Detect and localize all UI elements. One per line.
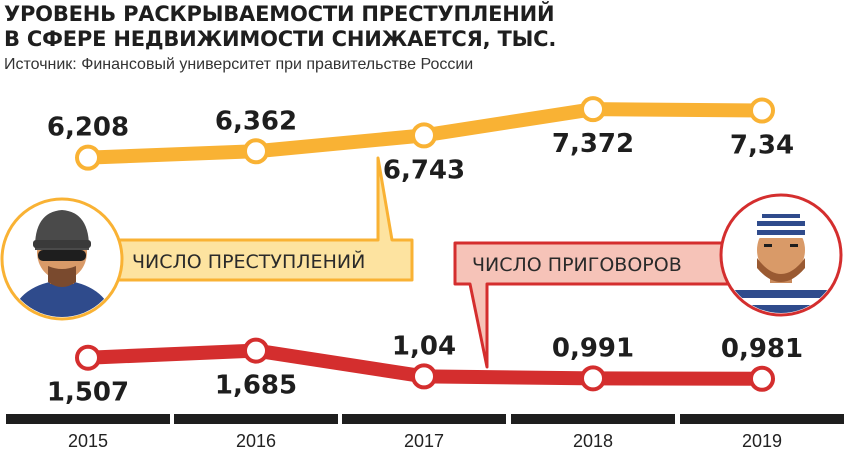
series-0: 6,208 6,362 6,743 7,372 7,34 — [47, 96, 794, 185]
chart-title-line-1: УРОВЕНЬ РАСКРЫВАЕМОСТИ ПРЕСТУПЛЕНИЙ — [4, 2, 555, 26]
data-label: 1,04 — [392, 331, 456, 361]
x-tick-label: 2015 — [68, 431, 108, 451]
axis-segment — [511, 414, 675, 424]
data-point — [580, 365, 606, 392]
series-layer: 6,208 6,362 6,743 7,372 7,34 1,507 1,685 1,04 0,… — [47, 96, 803, 408]
data-point — [75, 144, 101, 171]
callout-verdicts-label: ЧИСЛО ПРИГОВОРОВ — [472, 254, 682, 276]
x-axis: 2015 2016 2017 2018 2019 — [6, 414, 844, 451]
x-tick-label: 2016 — [236, 431, 276, 451]
masked-burglar-icon — [0, 197, 124, 321]
data-point — [749, 97, 775, 124]
x-tick-label: 2019 — [742, 431, 782, 451]
callout-crimes: ЧИСЛО ПРЕСТУПЛЕНИЙ — [58, 156, 414, 282]
chart-source: Источник: Финансовый университет при пра… — [4, 56, 474, 73]
data-point — [243, 138, 269, 165]
axis-segment — [680, 414, 844, 424]
chart-title: УРОВЕНЬ РАСКРЫВАЕМОСТИ ПРЕСТУПЛЕНИЙ В СФ… — [4, 2, 604, 52]
data-point — [411, 363, 437, 390]
data-label: 7,34 — [730, 131, 794, 161]
x-tick-label: 2017 — [404, 431, 444, 451]
data-point — [75, 344, 101, 371]
data-label: 6,208 — [47, 113, 129, 143]
axis-segment — [342, 414, 506, 424]
data-label: 0,991 — [552, 333, 634, 363]
striped-prisoner-icon — [719, 193, 843, 317]
series-1: 1,507 1,685 1,04 0,991 0,981 — [47, 331, 803, 407]
callout-crimes-label: ЧИСЛО ПРЕСТУПЛЕНИЙ — [132, 250, 365, 273]
data-point — [243, 337, 269, 364]
axis-segment — [6, 414, 170, 424]
data-point — [749, 365, 775, 392]
data-label: 1,507 — [47, 378, 129, 408]
data-point — [411, 122, 437, 149]
x-tick-label: 2018 — [573, 431, 613, 451]
data-label: 0,981 — [721, 334, 803, 364]
data-label: 7,372 — [552, 129, 634, 159]
chart-title-line-2: В СФЕРЕ НЕДВИЖИМОСТИ СНИЖАЕТСЯ, ТЫС. — [4, 27, 557, 51]
data-label: 6,743 — [383, 155, 465, 185]
data-label: 1,685 — [215, 371, 297, 401]
data-label: 6,362 — [215, 106, 297, 136]
axis-segment — [174, 414, 338, 424]
data-point — [580, 96, 606, 123]
